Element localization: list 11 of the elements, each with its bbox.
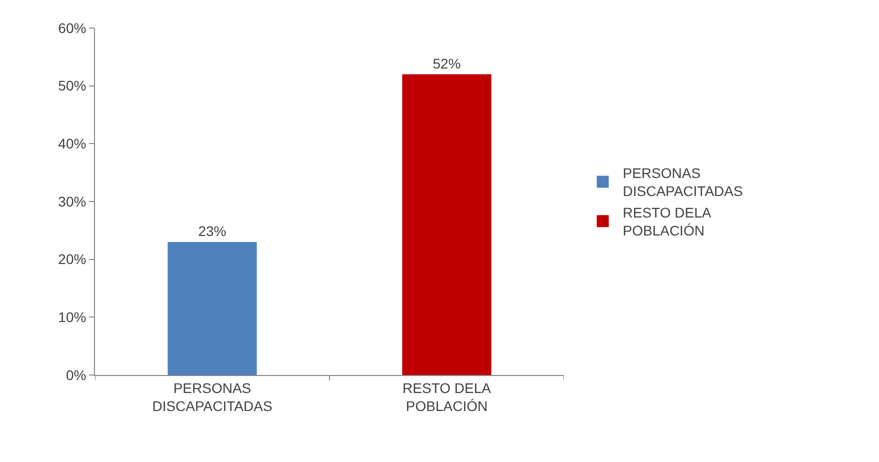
legend-label: RESTO DELA POBLACIÓN	[622, 204, 712, 239]
y-tick-label: 0%	[66, 366, 86, 383]
y-tick-label: 10%	[58, 309, 86, 326]
y-tick-label: 30%	[58, 193, 86, 210]
data-label: 52%	[432, 55, 461, 72]
data-label: 23%	[198, 222, 226, 239]
y-tick-label: 20%	[58, 251, 86, 268]
legend-label: PERSONAS DISCAPACITADAS	[622, 165, 743, 200]
y-tick-label: 40%	[58, 136, 86, 152]
y-tick-label: 60%	[58, 20, 86, 36]
y-tick-label: 50%	[58, 78, 86, 94]
